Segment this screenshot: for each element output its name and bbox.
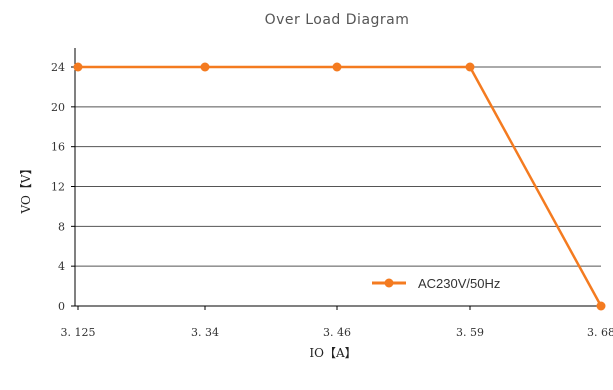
axes <box>75 48 601 306</box>
y-tick-labels: 0 4 8 12 16 20 24 <box>51 61 75 313</box>
data-point <box>333 63 342 72</box>
y-tick-label: 0 <box>58 300 65 313</box>
y-tick-label: 24 <box>51 61 65 74</box>
data-point <box>201 63 210 72</box>
x-tick-label: 3. 46 <box>323 326 351 339</box>
grid-lines <box>75 67 601 266</box>
legend-label: AC230V/50Hz <box>418 276 500 291</box>
x-tick-label: 3. 34 <box>191 326 219 339</box>
y-axis-label: VO【V】 <box>19 163 33 215</box>
x-axis-label: IO【A】 <box>309 346 356 360</box>
x-tick-label: 3. 125 <box>61 326 96 339</box>
y-tick-label: 20 <box>51 101 65 114</box>
legend-marker-swatch <box>385 279 394 288</box>
legend: AC230V/50Hz <box>372 276 500 291</box>
x-tick-label: 3. 68 <box>587 326 613 339</box>
data-point <box>597 302 606 311</box>
data-point <box>74 63 83 72</box>
chart-title: Over Load Diagram <box>265 12 410 28</box>
x-tick-labels: 3. 125 3. 34 3. 46 3. 59 3. 68 <box>61 306 613 339</box>
data-point <box>466 63 475 72</box>
x-tick-label: 3. 59 <box>456 326 484 339</box>
y-tick-label: 8 <box>58 220 65 233</box>
y-tick-label: 12 <box>51 181 65 194</box>
y-tick-label: 4 <box>58 260 65 273</box>
y-tick-label: 16 <box>51 141 65 154</box>
